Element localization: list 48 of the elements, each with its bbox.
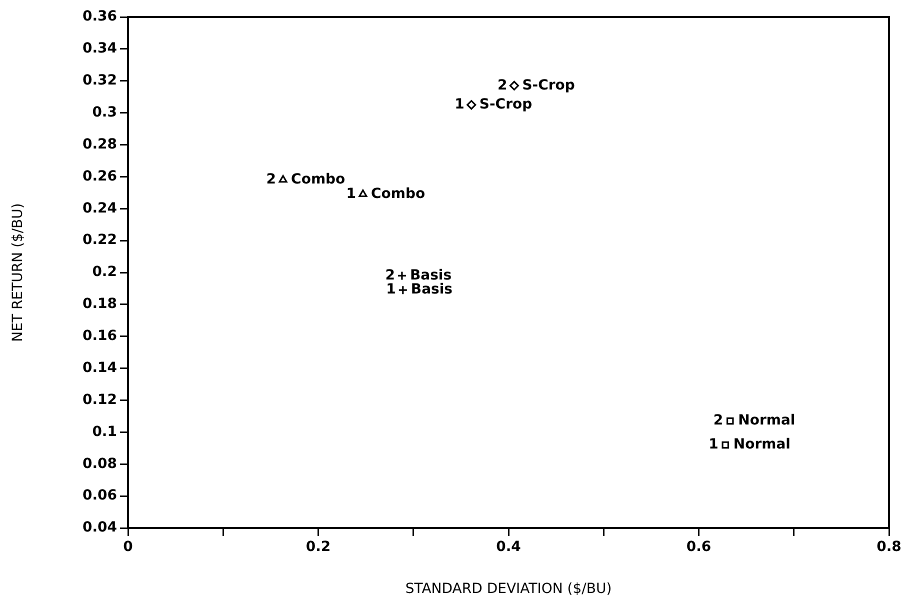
- x-tick-label: 0.2: [306, 539, 331, 556]
- x-axis-title: STANDARD DEVIATION ($/BU): [405, 581, 612, 598]
- point: [278, 175, 288, 183]
- annotation: 2: [713, 412, 724, 429]
- text: Normal: [733, 436, 790, 453]
- y-tick-label: 0.18: [82, 296, 117, 312]
- series-label: Basis: [410, 267, 452, 284]
- point: [722, 441, 730, 449]
- y-tick-label: 0.08: [82, 456, 117, 472]
- text: S-Crop: [479, 96, 532, 112]
- y-tick-label: 0.14: [82, 360, 118, 376]
- y-tick-label: 0.04: [82, 520, 118, 536]
- y-tick-label: 0.2: [92, 264, 117, 280]
- x-tick-label: 0.6: [686, 539, 712, 556]
- y-tick-label: 0.24: [82, 200, 118, 216]
- point: [466, 100, 476, 110]
- x-tick-label: 0.4: [496, 539, 522, 556]
- text: Combo: [291, 172, 346, 188]
- point: [726, 417, 734, 425]
- y-axis-title: NET RETURN ($/BU): [10, 203, 26, 342]
- annotation: 2: [385, 267, 395, 284]
- y-tick-label: 0.34: [82, 40, 118, 57]
- x-tick-label: 0.8: [876, 539, 902, 556]
- y-tick-label: 0.36: [82, 8, 117, 25]
- annotation: 1: [454, 96, 464, 112]
- point: [398, 285, 408, 295]
- y-tick-label: 0.06: [82, 488, 117, 504]
- annotation: 2: [266, 172, 276, 188]
- annotation: 2: [497, 77, 508, 94]
- annotation: 1: [708, 436, 718, 453]
- series-label: S-Crop: [522, 77, 575, 94]
- y-tick-label: 0.22: [82, 232, 117, 248]
- point: [509, 80, 520, 90]
- y-tick-label: 0.16: [82, 328, 117, 344]
- point: [397, 270, 407, 280]
- series-label: Combo: [370, 186, 426, 202]
- text: Basis: [410, 282, 453, 298]
- y-tick-label: 0.12: [82, 392, 117, 408]
- y-tick-label: 0.1: [92, 424, 117, 440]
- y-tick-label: 0.3: [92, 104, 117, 120]
- y-tick-label: 0.26: [82, 168, 117, 184]
- point: [358, 189, 368, 198]
- annotation: 1: [386, 282, 396, 298]
- y-tick-label: 0.28: [82, 136, 117, 152]
- series-label: Normal: [738, 412, 796, 429]
- annotation: 1: [346, 186, 356, 202]
- y-tick-label: 0.32: [82, 72, 117, 89]
- x-tick-label: 0: [123, 539, 134, 556]
